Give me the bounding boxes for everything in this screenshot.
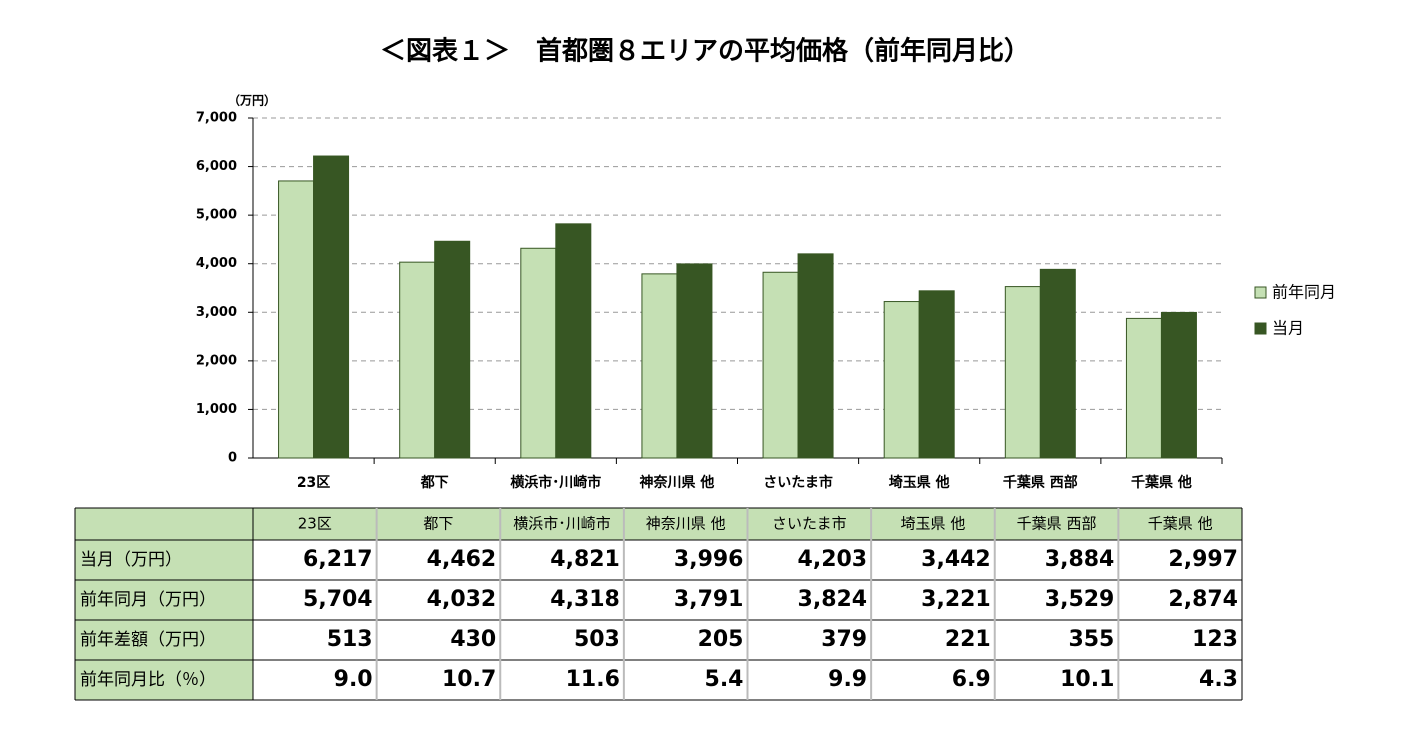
table-cell: 4,318 (550, 587, 620, 612)
bar (434, 240, 471, 459)
row-label: 前年差額（万円） (80, 630, 216, 650)
y-tick-label: 7,000 (196, 111, 237, 126)
table-header: 都下 (423, 515, 453, 533)
y-tick-label: 5,000 (196, 208, 237, 223)
table-cell: 3,221 (921, 587, 991, 612)
table-cell: 513 (327, 627, 373, 652)
table-cell: 3,824 (798, 587, 868, 612)
bar (641, 273, 678, 459)
table-header: 23区 (298, 515, 332, 533)
bar (797, 253, 834, 459)
y-tick-label: 3,000 (196, 305, 237, 320)
table-cell: 2,874 (1168, 587, 1238, 612)
y-tick-label: 4,000 (196, 256, 237, 271)
table-header: 神奈川県 他 (646, 515, 726, 533)
table-cell: 3,442 (921, 547, 991, 572)
x-tick-label: 都下 (420, 475, 449, 491)
table-cell: 5,704 (303, 587, 373, 612)
bar (313, 155, 350, 459)
row-label-bg (75, 540, 253, 580)
x-tick-label: 神奈川県 他 (640, 474, 715, 491)
bar (1125, 317, 1162, 459)
table-cell: 9.9 (828, 667, 867, 692)
bar (883, 301, 920, 459)
table-cell: 379 (821, 627, 867, 652)
x-tick-label: 埼玉県 他 (889, 474, 950, 491)
table-cell: 2,997 (1168, 547, 1238, 572)
row-label-bg (75, 620, 253, 660)
table-cell: 123 (1192, 627, 1238, 652)
table-cell: 4,821 (550, 547, 620, 572)
bar (676, 263, 713, 459)
table-header: 千葉県 他 (1148, 515, 1213, 533)
bar (1004, 286, 1041, 459)
bar (1039, 268, 1076, 459)
row-label-bg (75, 660, 253, 700)
table-header-bg (75, 508, 1242, 540)
table-cell: 3,996 (674, 547, 744, 572)
table-cell: 6.9 (952, 667, 991, 692)
table-cell: 503 (574, 627, 620, 652)
table-cell: 9.0 (334, 667, 373, 692)
y-tick-label: 2,000 (196, 353, 237, 368)
row-label: 当月（万円） (80, 550, 182, 570)
x-tick-label: 千葉県 西部 (1003, 474, 1078, 491)
legend-swatch (1254, 322, 1267, 335)
y-tick-label: 6,000 (196, 159, 237, 174)
x-tick-label: 千葉県 他 (1131, 474, 1192, 491)
table-cell: 3,791 (674, 587, 744, 612)
row-label: 前年同月（万円） (80, 590, 216, 610)
legend-label: 当月 (1272, 319, 1304, 338)
table-header: 埼玉県 他 (901, 515, 966, 533)
table-cell: 4,203 (798, 547, 868, 572)
table-cell: 10.1 (1060, 667, 1114, 692)
x-tick-label: 横浜市･川崎市 (510, 474, 601, 491)
table-header: さいたま市 (772, 515, 847, 533)
row-label: 前年同月比（％） (80, 670, 216, 690)
bar (762, 271, 799, 459)
y-tick-label: 1,000 (196, 402, 237, 417)
table-header: 千葉県 西部 (1017, 515, 1097, 533)
x-tick-label: さいたま市 (763, 474, 833, 491)
bar (278, 180, 315, 459)
y-tick-label: 0 (228, 451, 237, 466)
row-label-bg (75, 580, 253, 620)
bar (520, 247, 557, 459)
table-cell: 4,462 (427, 547, 497, 572)
table-cell: 221 (945, 627, 991, 652)
x-tick-label: 23区 (297, 475, 330, 491)
table-cell: 430 (450, 627, 496, 652)
bar (399, 261, 436, 459)
table-cell: 205 (698, 627, 744, 652)
table-cell: 4.3 (1199, 667, 1238, 692)
bar (918, 290, 955, 459)
table-cell: 4,032 (427, 587, 497, 612)
table-cell: 3,884 (1045, 547, 1115, 572)
legend-swatch (1254, 286, 1267, 299)
bar (1160, 311, 1197, 459)
table-cell: 5.4 (705, 667, 744, 692)
chart-title: ＜図表１＞ 首都圏８エリアの平均価格（前年同月比） (380, 36, 1030, 67)
bar (555, 223, 592, 459)
table-header: 横浜市･川崎市 (513, 515, 611, 533)
table-cell: 6,217 (303, 547, 373, 572)
legend-label: 前年同月 (1272, 283, 1336, 302)
y-unit: （万円） (228, 93, 276, 108)
table-cell: 3,529 (1045, 587, 1115, 612)
table-cell: 355 (1068, 627, 1114, 652)
table-cell: 11.6 (566, 667, 620, 692)
table-cell: 10.7 (442, 667, 496, 692)
